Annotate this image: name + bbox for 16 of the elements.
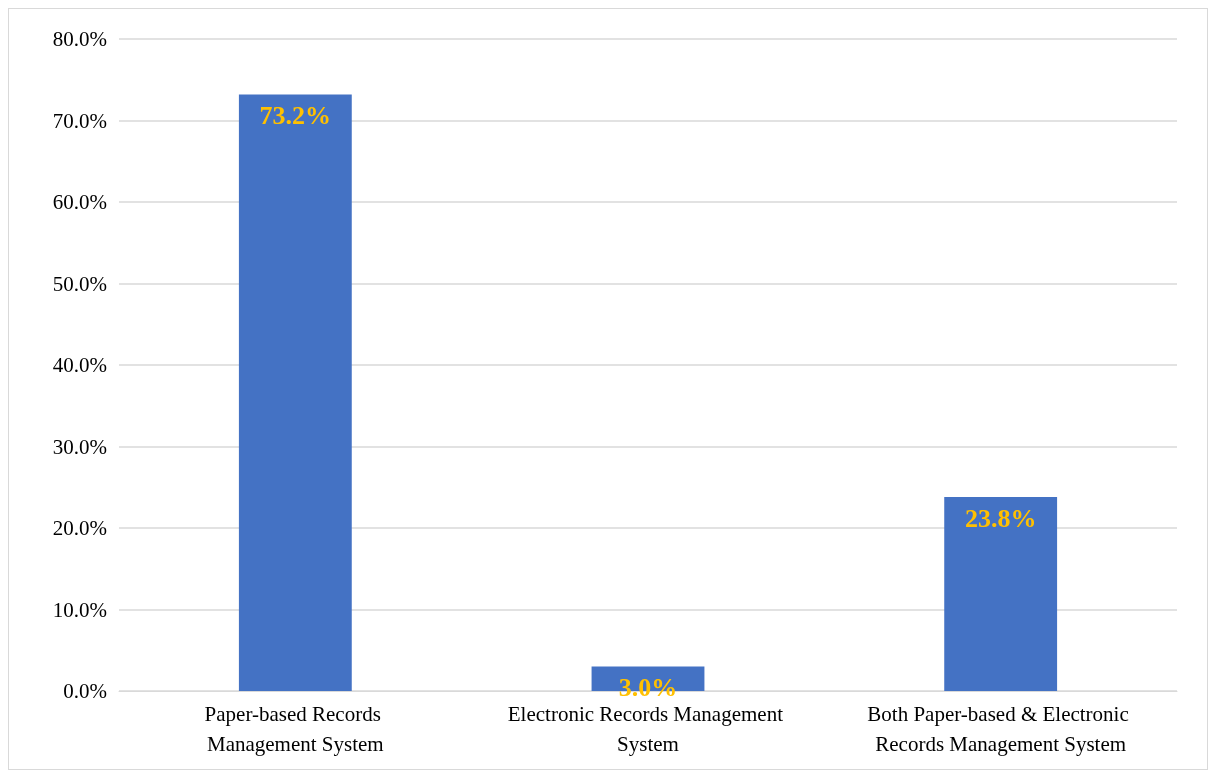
- bar: [238, 94, 352, 691]
- x-tick-label: Paper-based Records Management System: [204, 702, 387, 756]
- y-tick-label: 30.0%: [52, 434, 107, 459]
- y-tick-label: 60.0%: [52, 190, 107, 214]
- y-tick-label: 0.0%: [63, 679, 107, 703]
- x-tick-label: Both Paper-based & Electronic Records Management System: [867, 702, 1134, 756]
- bar: [944, 497, 1058, 691]
- data-label: 73.2%: [259, 100, 332, 130]
- y-tick-label: 10.0%: [52, 597, 107, 622]
- y-tick-label: 20.0%: [52, 516, 107, 540]
- y-tick-label: 80.0%: [52, 27, 107, 51]
- x-tick-label: Electronic Records Management System: [507, 702, 789, 756]
- data-label: 23.8%: [964, 503, 1037, 533]
- y-tick-label: 50.0%: [52, 271, 107, 296]
- y-tick-label: 40.0%: [52, 353, 107, 377]
- y-tick-label: 70.0%: [52, 108, 107, 133]
